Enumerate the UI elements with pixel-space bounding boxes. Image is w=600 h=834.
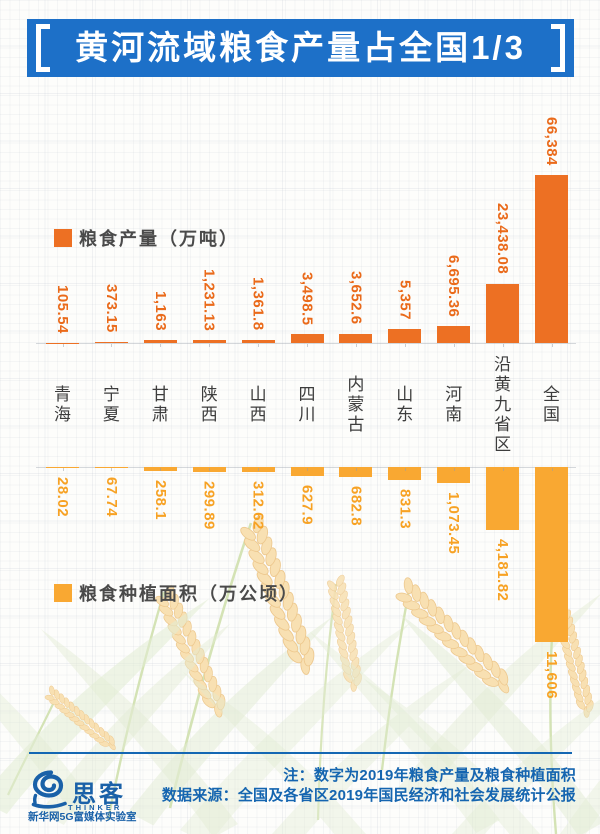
production-bar	[437, 326, 471, 343]
logo-org-text: 新华网5G富媒体实验室	[28, 811, 137, 823]
production-value-label: 66,384	[543, 117, 560, 166]
page-title: 黄河流域粮食产量占全国1/3	[75, 29, 526, 66]
footer-note: 注：数字为2019年粮食产量及粮食种植面积	[283, 767, 576, 784]
category-label: 青海	[54, 385, 71, 424]
category-label: 全国	[543, 385, 560, 424]
axis-tick	[111, 344, 113, 347]
area-bar	[290, 467, 324, 477]
legend-area-swatch	[54, 584, 72, 602]
area-value-label: 4,181.82	[494, 539, 512, 602]
footer-notes: 注：数字为2019年粮食产量及粮食种植面积 数据来源：全国及各省区2019年国民…	[136, 766, 576, 806]
category-label: 四川	[298, 385, 316, 424]
footer-source: 数据来源：全国及各省区2019年国民经济和社会发展统计公报	[161, 787, 576, 804]
area-value-label: 682.8	[347, 486, 365, 527]
area-bar	[535, 467, 568, 642]
axis-tick	[404, 468, 406, 471]
production-bar	[339, 333, 373, 343]
area-value-label: 1,073.45	[445, 492, 463, 555]
area-value-label: 258.1	[151, 479, 169, 520]
axis-tick	[307, 468, 308, 471]
production-bar	[486, 283, 520, 343]
thinker-swirl-icon	[31, 770, 67, 809]
area-bar	[339, 467, 373, 478]
production-bar	[388, 329, 422, 343]
production-bar	[290, 334, 324, 343]
production-bar	[46, 342, 79, 343]
axis-tick	[209, 344, 211, 347]
production-value-label: 373.15	[102, 284, 120, 334]
production-bar	[535, 175, 568, 343]
axis-tick	[258, 468, 260, 471]
axis-tick	[62, 468, 64, 471]
production-value-label: 5,357	[396, 280, 414, 321]
axis-tick	[551, 344, 553, 347]
area-value-label: 299.89	[200, 480, 218, 530]
legend-production: 粮食产量（万吨）	[54, 225, 239, 251]
category-label: 甘肃	[151, 385, 169, 424]
thinker-logo: 思客 THINKER 新华网5G富媒体实验室	[28, 762, 158, 826]
legend-area: 粮食种植面积（万公顷）	[54, 580, 299, 606]
category-label: 山西	[249, 385, 267, 424]
production-value-label: 3,498.5	[298, 271, 316, 326]
category-label: 内蒙古	[347, 375, 365, 434]
title-banner: 黄河流域粮食产量占全国1/3	[27, 19, 574, 77]
logo-brand-text: 思客	[72, 782, 126, 808]
axis-tick	[404, 344, 406, 347]
axis-tick	[453, 344, 455, 347]
production-value-label: 1,163	[151, 291, 169, 332]
axis-tick	[355, 344, 357, 347]
title-bracket-left-icon	[36, 24, 50, 72]
production-value-label: 6,695.36	[445, 254, 463, 318]
production-axis-line	[36, 343, 576, 344]
legend-area-label: 粮食种植面积（万公顷）	[79, 584, 299, 604]
production-value-label: 3,652.6	[347, 271, 365, 325]
axis-tick	[209, 468, 211, 471]
wheat-bundle-left-edge	[0, 598, 231, 826]
production-value-label: 1,231.13	[200, 268, 218, 331]
legend-production-label: 粮食产量（万吨）	[79, 229, 239, 249]
production-bar	[241, 339, 275, 343]
category-label: 宁夏	[102, 385, 120, 424]
area-value-label: 11,606	[543, 651, 560, 700]
category-label: 陕西	[200, 385, 218, 424]
axis-tick	[355, 468, 357, 471]
area-value-label: 627.9	[298, 485, 316, 526]
logo-subbrand-text: THINKER	[68, 803, 123, 812]
axis-tick	[502, 468, 504, 471]
production-value-label: 1,361.8	[249, 277, 267, 331]
area-value-label: 312.62	[249, 480, 267, 530]
footer-divider	[29, 752, 572, 754]
production-bar	[143, 340, 177, 343]
area-value-label: 28.02	[54, 476, 71, 517]
area-bar	[437, 467, 471, 484]
category-label: 沿黄九省区	[494, 355, 512, 454]
area-bar	[486, 467, 520, 531]
axis-tick	[502, 344, 504, 347]
axis-tick	[551, 468, 553, 471]
axis-tick	[307, 344, 308, 347]
axis-tick	[62, 344, 64, 347]
category-label: 山东	[396, 385, 414, 424]
production-value-label: 23,438.08	[494, 203, 512, 275]
area-bar	[388, 467, 422, 480]
production-bar	[192, 339, 226, 343]
category-label: 河南	[445, 385, 463, 424]
area-bar	[94, 467, 128, 469]
axis-tick	[160, 344, 162, 347]
axis-tick	[111, 468, 113, 471]
axis-tick	[453, 468, 455, 471]
production-value-label: 105.54	[54, 284, 71, 334]
legend-production-swatch	[54, 229, 72, 247]
axis-tick	[258, 344, 260, 347]
area-bar	[46, 467, 79, 468]
production-bar	[94, 342, 128, 343]
title-bracket-right-icon	[551, 24, 565, 72]
axis-tick	[160, 468, 162, 471]
area-value-label: 831.3	[396, 488, 414, 529]
area-value-label: 67.74	[102, 477, 120, 518]
